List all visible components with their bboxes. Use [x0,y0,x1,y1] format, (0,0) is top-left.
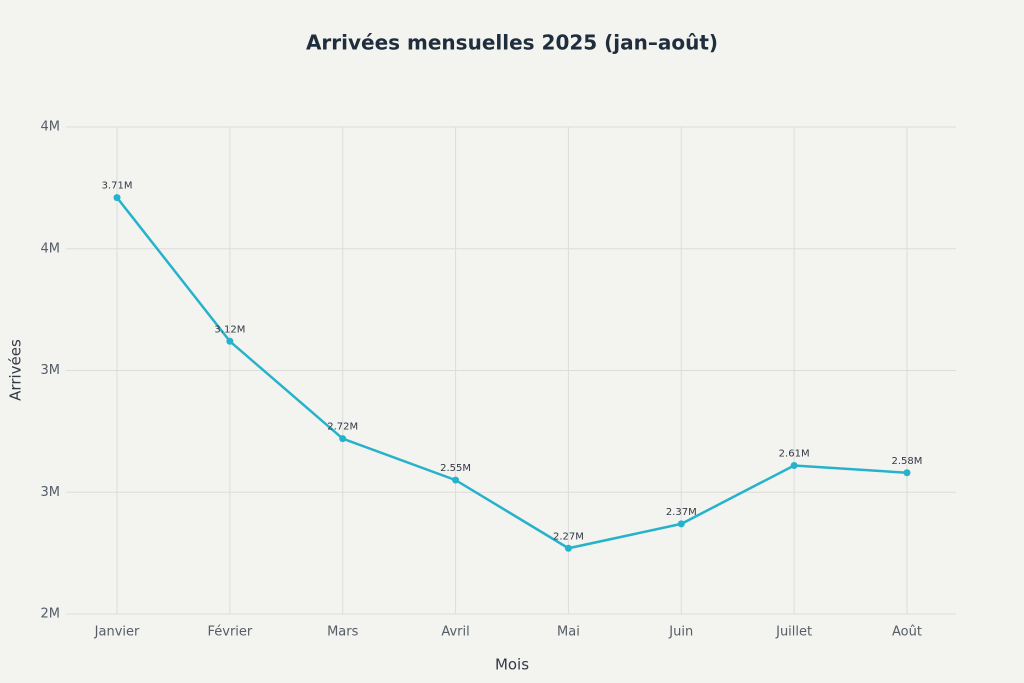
data-label: 2.55M [440,463,471,474]
point [677,520,685,528]
point [452,476,460,484]
line [116,196,908,550]
y-tick-label: 3M [41,363,61,378]
y-tick-label: 3M [41,485,61,500]
x-axis-title: Mois [495,656,529,674]
y-tick-label: 2M [41,607,61,622]
x-tick-label: Janvier [94,625,140,640]
data-label: 2.37M [666,507,697,518]
point [564,544,572,552]
x-tick-label: Mai [557,625,580,640]
data-label: 2.72M [327,422,358,433]
x-tick-label: Février [207,625,252,640]
x-tick-label: Juin [668,625,693,640]
y-tick-label: 4M [41,120,61,135]
data-label: 2.61M [779,448,810,459]
data-label: 2.58M [892,456,923,467]
point [226,337,234,345]
point [339,435,347,443]
y-axis-title: Arrivées [7,339,25,401]
point [903,469,911,477]
data-label: 3.71M [102,181,133,192]
data-label: 3.12M [214,324,245,335]
chart-title: Arrivées mensuelles 2025 (jan–août) [306,31,718,55]
data-label: 2.27M [553,531,584,542]
x-tick-label: Avril [441,625,469,640]
x-tick-label: Juillet [775,625,812,640]
x-tick-label: Août [892,625,922,640]
y-tick-label: 4M [41,241,61,256]
point [790,461,798,469]
point [113,194,121,202]
x-tick-label: Mars [327,625,359,640]
